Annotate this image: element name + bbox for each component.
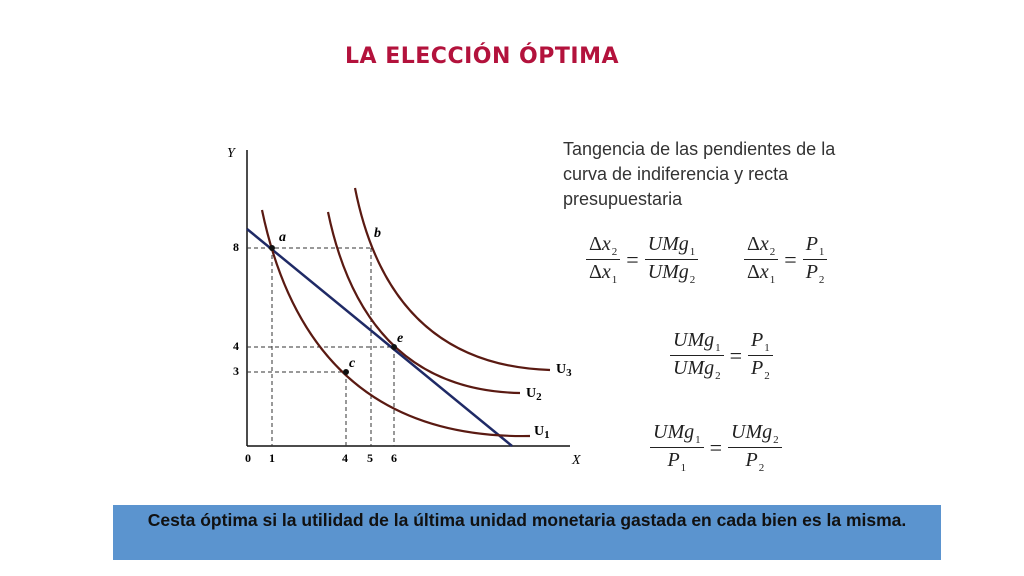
equation-equimarginal: UMg1 P1 = UMg2 P2 xyxy=(650,420,782,475)
point-a-marker xyxy=(269,245,275,251)
optimal-choice-diagram: Y X 8 4 3 0 1 4 5 6 a b c e U3 U2 U1 xyxy=(200,130,600,475)
fraction-prices: P1 P2 xyxy=(802,232,828,287)
x-tick-4: 4 xyxy=(342,451,348,465)
indifference-curve-u1 xyxy=(260,209,531,438)
fraction-prices: P1 P2 xyxy=(748,328,773,383)
y-tick-8: 8 xyxy=(233,240,239,254)
x-tick-0: 0 xyxy=(245,451,251,465)
conclusion-banner: Cesta óptima si la utilidad de la última… xyxy=(113,505,941,560)
equation-utility-prices: UMg1 UMg2 = P1 P2 xyxy=(670,328,773,383)
x-axis-label: X xyxy=(572,453,581,468)
y-tick-4: 4 xyxy=(233,339,239,353)
curve-label-u3: U3 xyxy=(556,362,572,379)
equation-slope-prices: Δx2 Δx1 = P1 P2 xyxy=(744,232,828,287)
point-c-marker xyxy=(343,369,349,375)
budget-line xyxy=(246,228,513,447)
fraction-umg2-p2: UMg2 P2 xyxy=(728,420,782,475)
point-a-label: a xyxy=(279,230,286,245)
indifference-curve-u2 xyxy=(326,211,521,395)
fraction-delta: Δx2 Δx1 xyxy=(744,232,779,287)
point-e-label: e xyxy=(397,331,404,346)
point-b-label: b xyxy=(374,226,381,241)
equation-mrs-utility: Δx2 Δx1 = UMg1 UMg2 xyxy=(586,232,699,287)
x-tick-6: 6 xyxy=(391,451,397,465)
curve-label-u1: U1 xyxy=(534,424,550,441)
tangency-description: Tangencia de las pendientes de la curva … xyxy=(563,139,836,209)
fraction-umg: UMg1 UMg2 xyxy=(670,328,724,383)
fraction-delta: Δx2 Δx1 xyxy=(586,232,621,287)
x-tick-5: 5 xyxy=(367,451,373,465)
point-c-label: c xyxy=(349,356,356,371)
page-title: LA ELECCIÓN ÓPTIMA xyxy=(345,44,619,69)
y-tick-3: 3 xyxy=(233,364,239,378)
fraction-umg1-p1: UMg1 P1 xyxy=(650,420,704,475)
indifference-curve-u3 xyxy=(353,187,551,372)
x-tick-1: 1 xyxy=(269,451,275,465)
point-e-marker xyxy=(391,344,397,350)
y-axis-label: Y xyxy=(227,146,235,161)
curve-label-u2: U2 xyxy=(526,386,542,403)
fraction-umg: UMg1 UMg2 xyxy=(644,232,699,287)
